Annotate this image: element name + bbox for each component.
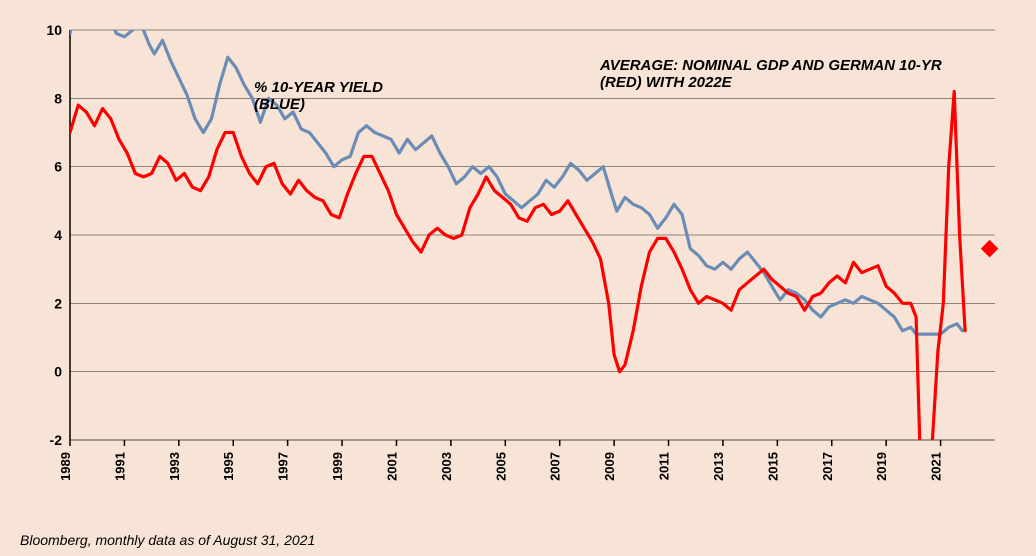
forecast-2022e-marker <box>981 240 999 258</box>
svg-text:1993: 1993 <box>167 452 182 481</box>
svg-text:-2: -2 <box>50 432 63 448</box>
svg-text:10: 10 <box>46 22 62 38</box>
svg-text:2015: 2015 <box>765 452 780 481</box>
svg-text:1995: 1995 <box>221 452 236 481</box>
svg-text:6: 6 <box>54 159 62 175</box>
series-avg_gdp_german10_red <box>70 92 965 501</box>
svg-text:0: 0 <box>54 364 62 380</box>
svg-text:2021: 2021 <box>929 452 944 481</box>
line-chart: -2 0 2 4 6 8 10 1989 1991 1993 1995 1997 1999 2001 200… <box>30 20 1015 500</box>
source-caption: Bloomberg, monthly data as of August 31,… <box>20 532 315 548</box>
svg-text:2011: 2011 <box>657 452 672 480</box>
svg-text:2017: 2017 <box>820 452 835 481</box>
svg-text:1991: 1991 <box>112 452 127 481</box>
svg-text:1997: 1997 <box>276 452 291 481</box>
svg-text:4: 4 <box>54 227 62 243</box>
annotation-red-series: AVERAGE: NOMINAL GDP AND GERMAN 10-YR(RE… <box>600 57 942 92</box>
svg-text:1989: 1989 <box>58 452 73 481</box>
annotation-blue-series: % 10-YEAR YIELD(BLUE) <box>254 79 383 114</box>
svg-text:2007: 2007 <box>548 452 563 481</box>
svg-text:2001: 2001 <box>384 452 399 481</box>
svg-text:2003: 2003 <box>439 452 454 481</box>
svg-text:1999: 1999 <box>330 452 345 481</box>
svg-text:8: 8 <box>54 90 62 106</box>
svg-text:2013: 2013 <box>711 452 726 481</box>
svg-text:2: 2 <box>54 295 62 311</box>
svg-text:2009: 2009 <box>602 452 617 481</box>
chart-container: -2 0 2 4 6 8 10 1989 1991 1993 1995 1997 1999 2001 200… <box>30 20 1015 500</box>
svg-text:2019: 2019 <box>874 452 889 481</box>
svg-text:2005: 2005 <box>493 452 508 481</box>
